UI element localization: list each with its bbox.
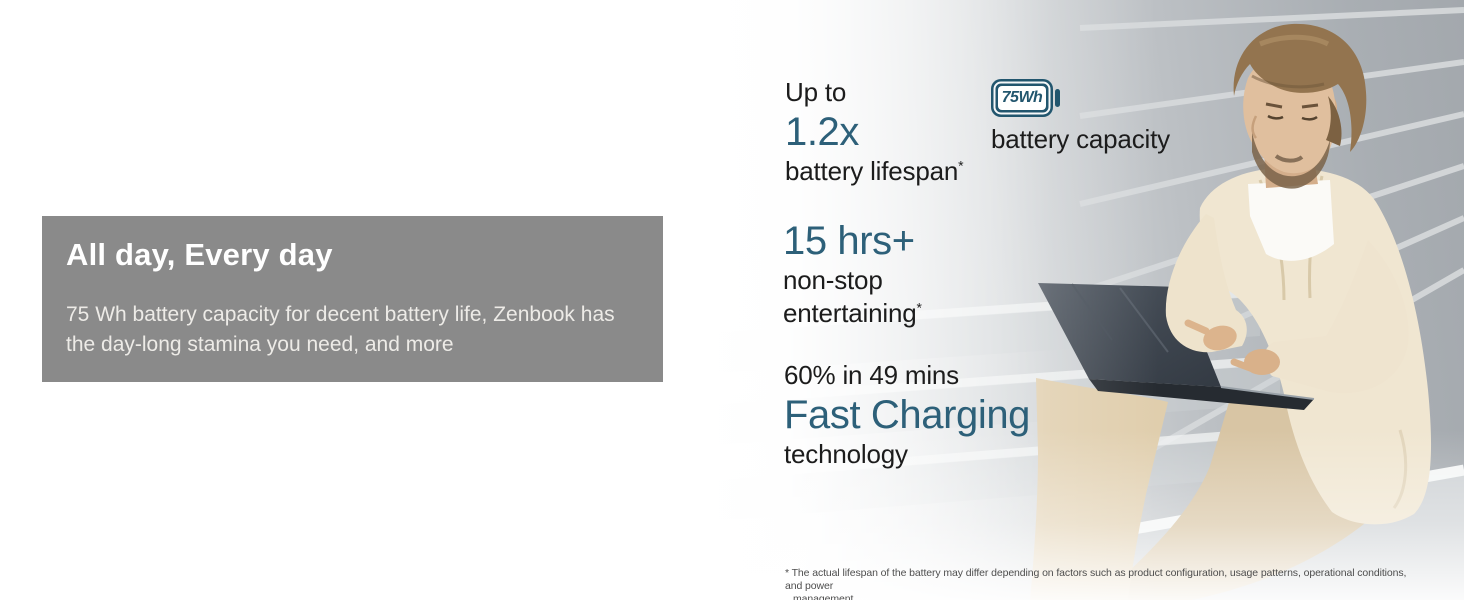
footnote-line1: * The actual lifespan of the battery may… — [785, 567, 1407, 592]
stat-battery-capacity: 75Wh battery capacity — [991, 79, 1170, 156]
highlight-fades — [700, 0, 1464, 600]
stat-battery-lifespan: Up to 1.2x battery lifespan* — [785, 76, 964, 188]
charging-line1: 60% in 49 mins — [784, 360, 959, 390]
battery-terminal — [1055, 89, 1060, 107]
footnote-line2: management — [793, 593, 854, 600]
hero-photo — [700, 0, 1464, 600]
stat-fast-charging: 60% in 49 mins Fast Charging technology — [784, 359, 1030, 471]
battery-icon: 75Wh — [991, 79, 1060, 117]
card-description: 75 Wh battery capacity for decent batter… — [66, 303, 615, 356]
charging-line2: technology — [784, 439, 908, 469]
hours-value: 15 hrs+ — [783, 219, 915, 263]
footnote-asterisk: * — [916, 299, 922, 316]
lifespan-value: 1.2x — [785, 110, 860, 154]
battery-overview-card: All day, Every day 75 Wh battery capacit… — [42, 216, 663, 382]
lifespan-label: battery lifespan* — [785, 156, 964, 186]
battery-icon-label: 75Wh — [998, 86, 1046, 110]
card-title: All day, Every day — [66, 237, 333, 272]
footnote-asterisk: * — [958, 157, 964, 174]
legal-footnote: * The actual lifespan of the battery may… — [785, 567, 1425, 600]
capacity-label: battery capacity — [991, 124, 1170, 154]
hours-line1: non-stop — [783, 265, 883, 295]
lifespan-prefix: Up to — [785, 77, 847, 107]
charging-value: Fast Charging — [784, 393, 1031, 437]
hours-line2: entertaining* — [783, 298, 922, 328]
stat-nonstop-hours: 15 hrs+ non-stop entertaining* — [783, 218, 922, 330]
